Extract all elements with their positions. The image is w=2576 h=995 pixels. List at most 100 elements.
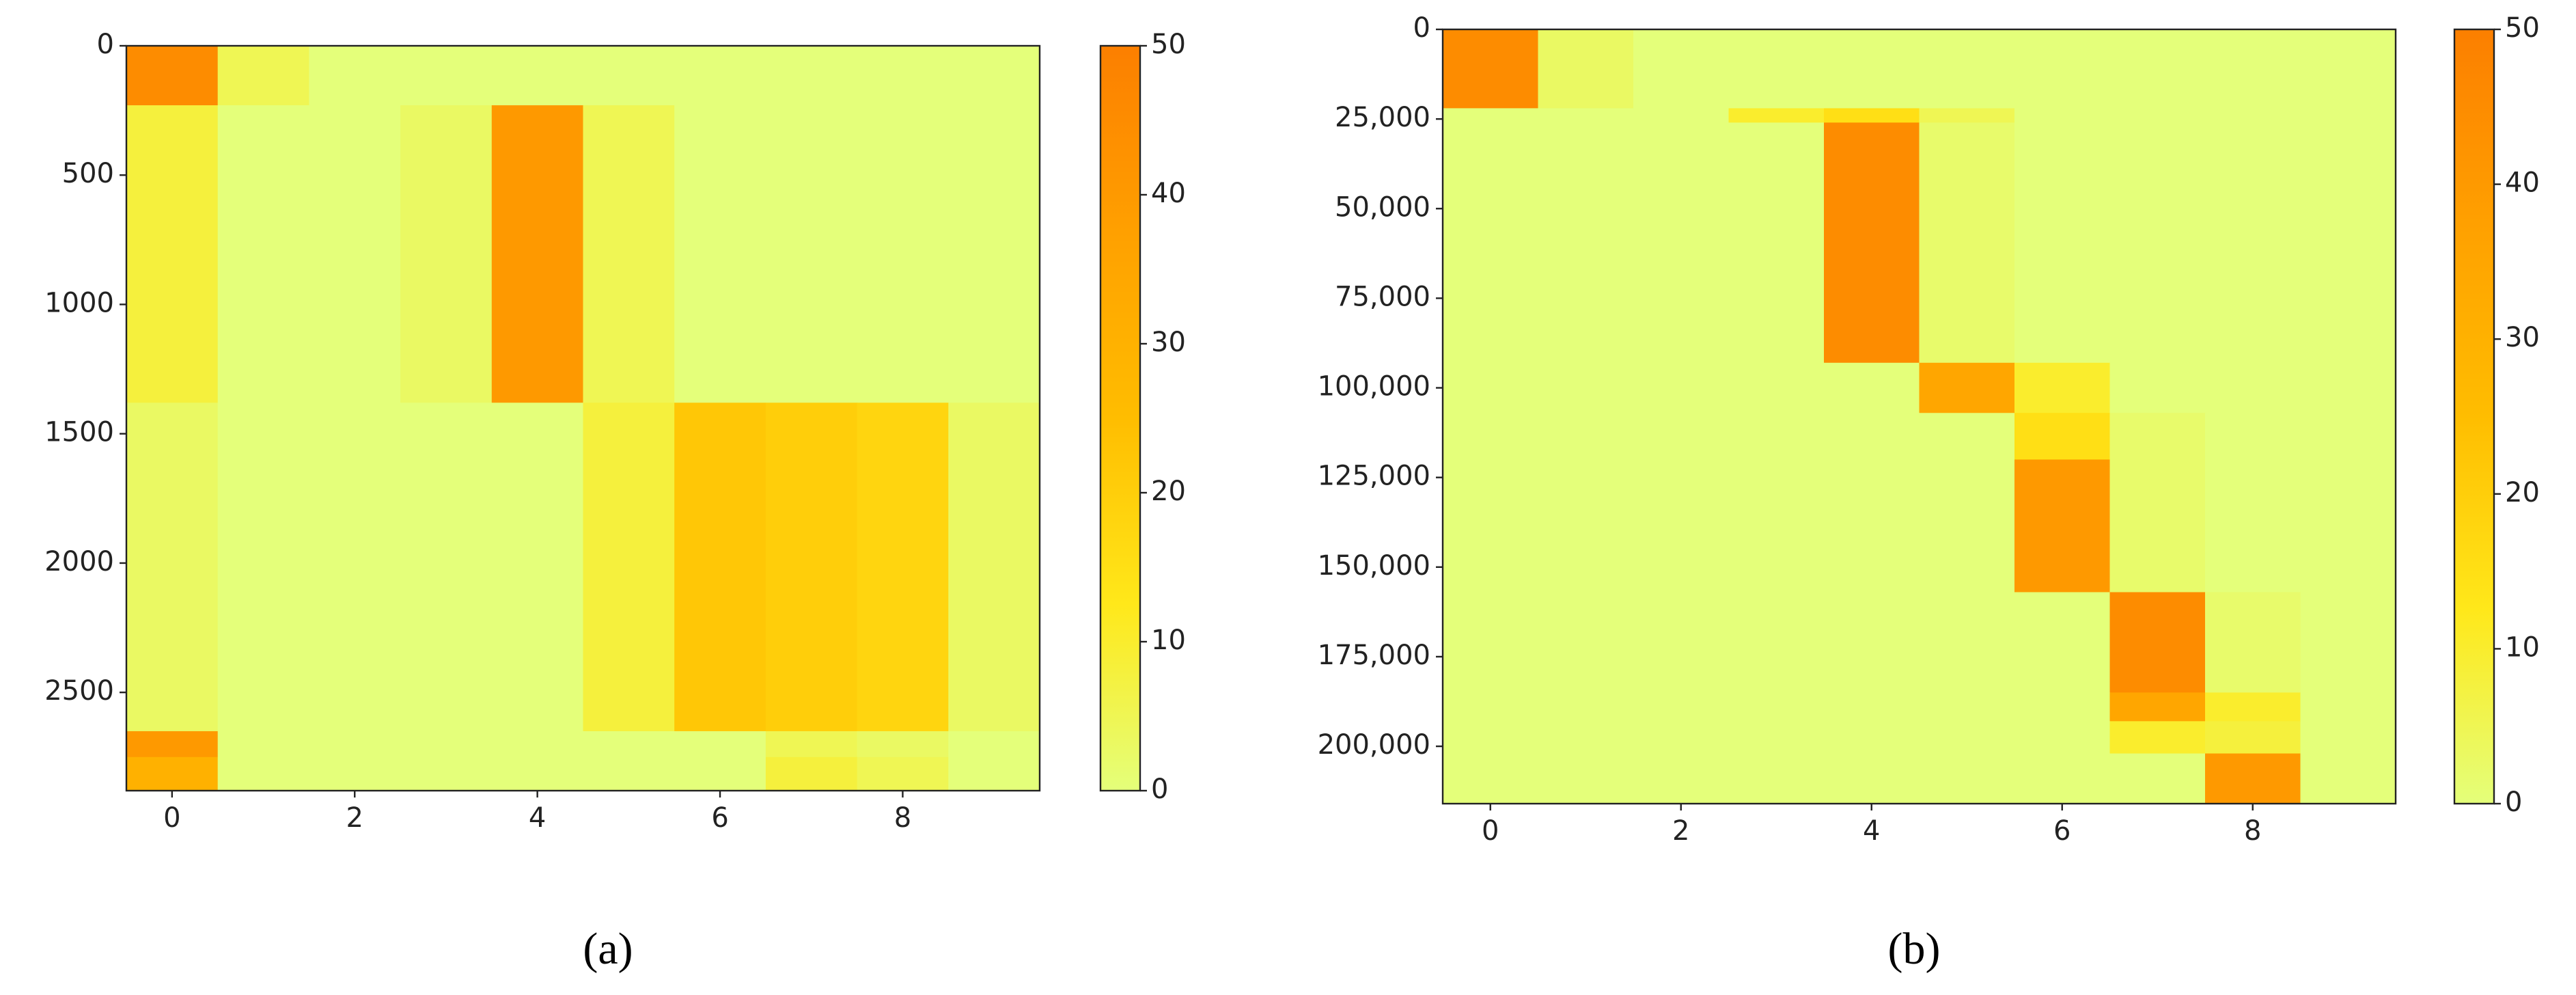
colorbar-tick-label: 10	[2505, 631, 2540, 663]
colorbar-tick-label: 30	[2505, 322, 2540, 353]
heatmap-cell	[857, 105, 949, 403]
heatmap-cell	[2109, 29, 2206, 109]
heatmap-cell	[1919, 413, 2015, 460]
heatmap-cell	[765, 731, 858, 758]
heatmap-cell	[126, 757, 219, 791]
heatmap-cell	[1633, 122, 1729, 364]
heatmap-cell	[1633, 459, 1729, 593]
y-tick-label: 75,000	[1335, 281, 1430, 312]
heatmap-cell	[765, 757, 858, 791]
heatmap-cell	[2205, 721, 2301, 754]
heatmap-cell	[2014, 29, 2110, 109]
heatmap-cell	[2300, 721, 2396, 754]
heatmap-cell	[674, 403, 766, 732]
heatmap-cell	[2300, 459, 2396, 593]
heatmap-cell	[1633, 108, 1729, 123]
y-tick-label: 50,000	[1335, 191, 1430, 223]
heatmap-cell	[1538, 122, 1634, 364]
heatmap-cell	[1728, 122, 1825, 364]
heatmap-cell	[583, 757, 675, 791]
heatmap-cell	[1538, 459, 1634, 593]
heatmap-cell	[1728, 459, 1825, 593]
heatmap-cell	[1633, 692, 1729, 722]
x-tick-label: 2	[1672, 815, 1689, 847]
y-tick-label: 1500	[44, 417, 114, 448]
heatmap-cell	[1538, 592, 1634, 693]
heatmap-cell	[309, 46, 401, 106]
x-tick-label: 0	[1482, 815, 1499, 847]
heatmap-cell	[1443, 122, 1538, 364]
heatmap-cell	[1633, 721, 1729, 754]
heatmap-cell	[857, 731, 949, 758]
caption: (b)	[1888, 924, 1941, 974]
colorbar-tick-label: 20	[1151, 476, 1186, 507]
heatmap-cell	[674, 757, 766, 791]
heatmap-cell	[674, 46, 766, 106]
heatmap-cell	[217, 46, 309, 106]
y-tick-label: 25,000	[1335, 102, 1430, 133]
heatmap-cell	[1443, 108, 1538, 123]
x-tick-label: 6	[2053, 815, 2071, 847]
x-tick-label: 4	[1863, 815, 1880, 847]
heatmap-cell	[2014, 108, 2110, 123]
heatmap-cell	[2014, 459, 2110, 593]
heatmap-cell	[1538, 692, 1634, 722]
heatmap-cell	[857, 403, 949, 732]
heatmap-cells	[126, 46, 1040, 791]
heatmap-cell	[1538, 721, 1634, 754]
heatmap-cell	[857, 46, 949, 106]
heatmap-cell	[400, 105, 493, 403]
y-tick-label: 125,000	[1318, 461, 1430, 492]
y-tick-label: 150,000	[1318, 550, 1430, 582]
heatmap-cell	[309, 403, 401, 732]
heatmap-cell	[2300, 592, 2396, 693]
heatmap-cell	[1538, 108, 1634, 123]
y-tick-label: 2500	[44, 675, 114, 707]
heatmap-cell	[857, 757, 949, 791]
x-tick-label: 6	[711, 802, 728, 834]
x-tick-label: 4	[529, 802, 546, 834]
heatmap-cell	[765, 105, 858, 403]
heatmap-cell	[1538, 753, 1634, 804]
heatmap-cell	[583, 46, 675, 106]
heatmap-cell	[1443, 592, 1538, 693]
heatmap-cells	[1443, 29, 2396, 804]
heatmap-cell	[1919, 29, 2015, 109]
colorbar-tick-label: 20	[2505, 477, 2540, 508]
heatmap-cell	[2300, 29, 2396, 109]
heatmap-cell	[217, 731, 309, 758]
heatmap-cell	[2109, 108, 2206, 123]
heatmap-cell	[1919, 592, 2015, 693]
heatmap-cell	[2300, 122, 2396, 364]
heatmap-cell	[126, 46, 219, 106]
heatmap-cell	[1919, 692, 2015, 722]
heatmap-cell	[2205, 692, 2301, 722]
plot-frame	[1441, 28, 2397, 805]
colorbar-tick-label: 50	[1151, 29, 1186, 60]
heatmap-cell	[2014, 692, 2110, 722]
colorbar-tick-label: 40	[2505, 167, 2540, 199]
heatmap-cell	[1538, 413, 1634, 460]
heatmap-cell	[491, 46, 583, 106]
heatmap-cell	[2205, 362, 2301, 413]
heatmap-cell	[2014, 362, 2110, 413]
heatmap-cell	[583, 105, 675, 403]
heatmap-cell	[674, 731, 766, 758]
heatmap-cell	[2014, 122, 2110, 364]
heatmap-cell	[2205, 459, 2301, 593]
heatmap-cell	[2109, 459, 2206, 593]
x-tick-label: 8	[2244, 815, 2261, 847]
heatmap-cell	[1633, 362, 1729, 413]
heatmap-cell	[2205, 753, 2301, 804]
heatmap-cell	[2014, 413, 2110, 460]
heatmap-cell	[2205, 413, 2301, 460]
heatmap-cell	[1633, 29, 1729, 109]
heatmap-cell	[1728, 753, 1825, 804]
heatmap-cell	[491, 731, 583, 758]
heatmap-cell	[2205, 108, 2301, 123]
heatmap-cell	[1919, 122, 2015, 364]
heatmap-cell	[1824, 753, 1920, 804]
heatmap-cell	[2014, 721, 2110, 754]
heatmap-cell	[1824, 721, 1920, 754]
